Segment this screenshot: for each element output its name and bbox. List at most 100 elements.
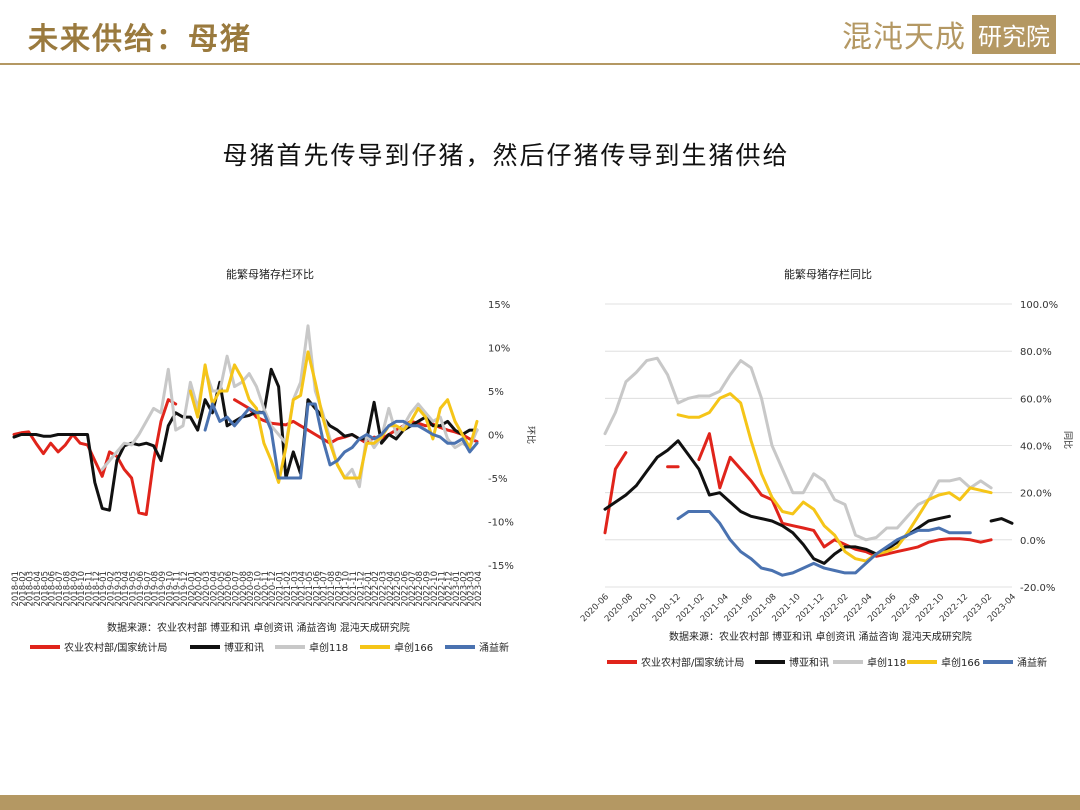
y-tick-label: -15% xyxy=(488,561,514,572)
legend-label: 涌益新 xyxy=(479,641,509,654)
x-tick-label: 2021-03 xyxy=(290,571,300,607)
y-tick-label: 40.0% xyxy=(1020,442,1052,453)
x-tick-label: 2022-03 xyxy=(378,571,388,607)
legend-label: 卓创118 xyxy=(309,641,348,654)
x-tick-label: 2018-10 xyxy=(77,571,87,607)
x-tick-label: 2019-09 xyxy=(158,571,168,607)
legend-label: 涌益新 xyxy=(1017,656,1047,669)
footer-bar xyxy=(0,795,1080,810)
series-line-4 xyxy=(188,350,479,484)
x-tick-label: 2018-12 xyxy=(92,571,102,607)
x-tick-label: 2022-12 xyxy=(445,571,455,607)
y-tick-label: 0% xyxy=(488,431,504,442)
x-tick-label: 2022-11 xyxy=(437,571,447,607)
x-tick-label: 2021-12 xyxy=(356,571,366,607)
x-tick-label: 2020-09 xyxy=(246,571,256,607)
x-tick-label: 2019-02 xyxy=(107,571,117,607)
x-tick-label: 2023-02 xyxy=(459,571,469,607)
x-tick-label: 2021-05 xyxy=(305,571,315,607)
x-tick-label: 2019-12 xyxy=(180,571,190,607)
x-tick-label: 2018-07 xyxy=(55,571,65,607)
x-tick-label: 2022-09 xyxy=(423,571,433,607)
legend-label: 卓创118 xyxy=(867,656,906,669)
x-tick-label: 2020-11 xyxy=(261,571,271,607)
x-tick-label: 2021-01 xyxy=(276,571,286,607)
x-tick-label: 2018-01 xyxy=(11,571,21,607)
x-tick-label: 2019-08 xyxy=(151,571,161,607)
x-tick-label: 2022-10 xyxy=(430,571,440,607)
x-tick-label: 2020-08 xyxy=(239,571,249,607)
chart-title: 能繁母猪存栏同比 xyxy=(784,267,872,281)
x-tick-label: 2021-06 xyxy=(312,571,322,607)
x-tick-label: 2020-02 xyxy=(195,571,205,607)
x-tick-label: 2018-03 xyxy=(26,571,36,607)
x-tick-label: 2019-04 xyxy=(121,571,131,607)
x-tick-label: 2022-07 xyxy=(408,571,418,607)
x-tick-label: 2019-01 xyxy=(99,571,109,607)
series-line-2 xyxy=(603,439,1014,565)
y-axis-label: 环比 xyxy=(525,426,537,444)
x-tick-label: 2019-10 xyxy=(165,571,175,607)
x-tick-label: 2020-05 xyxy=(217,571,227,607)
x-tick-label: 2021-10 xyxy=(342,571,352,607)
y-tick-label: 0.0% xyxy=(1020,536,1045,547)
x-tick-label: 2023-01 xyxy=(452,571,462,607)
page-title: 未来供给：母猪 xyxy=(28,22,252,57)
x-tick-label: 2020-12 xyxy=(268,571,278,607)
x-tick-label: 2019-07 xyxy=(143,571,153,607)
x-tick-label: 2021-09 xyxy=(334,571,344,607)
x-tick-label: 2022-05 xyxy=(393,571,403,607)
series-line-1 xyxy=(603,432,993,558)
x-tick-label: 2020-04 xyxy=(209,571,219,607)
legend-label: 农业农村部/国家统计局 xyxy=(641,656,744,669)
series-line-3 xyxy=(603,356,993,542)
slide-subtitle: 母猪首先传导到仔猪，然后仔猪传导到生猪供给 xyxy=(222,141,790,170)
x-tick-label: 2022-08 xyxy=(415,571,425,607)
x-tick-label: 2018-06 xyxy=(48,571,58,607)
series-line-2 xyxy=(12,367,479,512)
x-tick-label: 2022-06 xyxy=(401,571,411,607)
x-tick-label: 2020-10 xyxy=(254,571,264,607)
x-tick-label: 2022-04 xyxy=(386,571,396,607)
logo-box-text: 研究院 xyxy=(972,14,1056,54)
legend-label: 博亚和讯 xyxy=(224,641,264,654)
y-axis-label: 同比 xyxy=(1062,431,1074,449)
x-tick-label: 2018-08 xyxy=(62,571,72,607)
logo-main-text: 混沌天成 xyxy=(842,20,966,55)
y-tick-label: 15% xyxy=(488,300,510,311)
x-tick-label: 2018-09 xyxy=(70,571,80,607)
chart-source: 数据来源：农业农村部 博亚和讯 卓创资讯 涌益咨询 混沌天成研究院 xyxy=(107,621,410,634)
chart-source: 数据来源：农业农村部 博亚和讯 卓创资讯 涌益咨询 混沌天成研究院 xyxy=(669,630,972,643)
x-tick-label: 2021-11 xyxy=(349,571,359,607)
y-tick-label: 60.0% xyxy=(1020,394,1052,405)
x-tick-label: 2018-11 xyxy=(84,571,94,607)
x-tick-label: 2019-05 xyxy=(129,571,139,607)
x-tick-label: 2019-06 xyxy=(136,571,146,607)
y-tick-label: 20.0% xyxy=(1020,489,1052,500)
x-tick-label: 2021-02 xyxy=(283,571,293,607)
series-line-5 xyxy=(203,402,479,480)
x-tick-label: 2022-01 xyxy=(364,571,374,607)
x-tick-label: 2021-08 xyxy=(327,571,337,607)
x-tick-label: 2022-02 xyxy=(371,571,381,607)
logo: 混沌天成 研究院 xyxy=(842,14,1056,55)
series-line-5 xyxy=(676,510,972,577)
legend-label: 卓创166 xyxy=(394,641,433,654)
legend-label: 卓创166 xyxy=(941,656,980,669)
y-tick-label: 100.0% xyxy=(1020,300,1058,311)
header-divider xyxy=(0,63,1080,65)
x-tick-label: 2023-03 xyxy=(467,571,477,607)
x-tick-label: 2019-11 xyxy=(173,571,183,607)
x-tick-label: 2018-05 xyxy=(40,571,50,607)
y-tick-label: -10% xyxy=(488,518,514,529)
chart-title: 能繁母猪存栏环比 xyxy=(226,267,314,281)
legend-label: 博亚和讯 xyxy=(789,656,829,669)
x-tick-label: 2019-03 xyxy=(114,571,124,607)
x-tick-label: 2018-02 xyxy=(18,571,28,607)
y-tick-label: -5% xyxy=(488,474,507,485)
y-tick-label: 10% xyxy=(488,344,510,355)
x-tick-label: 2020-01 xyxy=(187,571,197,607)
y-tick-label: 80.0% xyxy=(1020,347,1052,358)
x-tick-label: 2020-07 xyxy=(231,571,241,607)
